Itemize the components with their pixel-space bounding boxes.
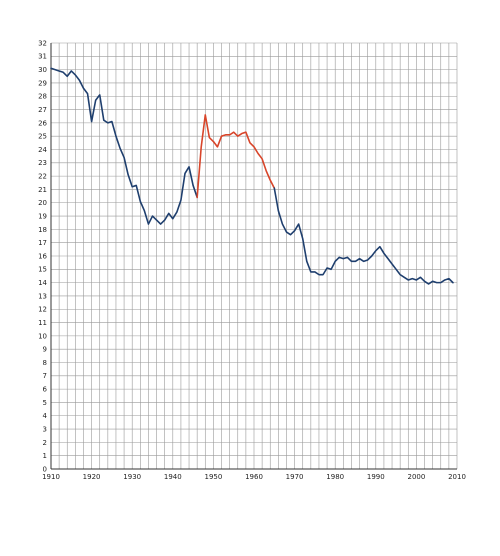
y-tick-label: 30: [38, 66, 47, 74]
series-line-2: [196, 114, 276, 199]
x-tick-label: 2000: [407, 473, 425, 481]
y-tick-label: 19: [38, 212, 47, 220]
y-tick-label: 10: [38, 332, 47, 340]
y-tick-label: 27: [38, 106, 47, 114]
y-tick-label: 1: [43, 452, 47, 460]
y-tick-label: 28: [38, 93, 47, 101]
x-tick-label: 1910: [42, 473, 60, 481]
y-tick-label: 3: [43, 425, 47, 433]
y-tick-label: 14: [38, 279, 47, 287]
grid: [50, 42, 458, 470]
y-tick-label: 8: [43, 359, 47, 367]
y-tick-label: 29: [38, 79, 47, 87]
y-tick-label: 31: [38, 53, 47, 61]
x-axis-tick-labels: 1910 1920 1930 1940 1950 1960 1970 1980 1990 2000…: [42, 473, 466, 481]
x-tick-label: 1950: [204, 473, 222, 481]
y-tick-label: 11: [38, 319, 47, 327]
y-tick-label: 16: [38, 252, 47, 260]
y-tick-label: 32: [38, 39, 47, 47]
x-tick-label: 1920: [83, 473, 101, 481]
series-line-3: [273, 187, 454, 285]
y-tick-label: 20: [38, 199, 47, 207]
series-layer: [50, 67, 454, 285]
y-tick-label: 17: [38, 239, 47, 247]
y-tick-label: 22: [38, 173, 47, 181]
y-tick-label: 2: [43, 439, 47, 447]
y-tick-label: 7: [43, 372, 47, 380]
x-tick-label: 1930: [123, 473, 141, 481]
x-tick-label: 2010: [448, 473, 466, 481]
y-tick-label: 13: [38, 292, 47, 300]
x-tick-label: 1960: [245, 473, 263, 481]
y-tick-label: 12: [38, 306, 47, 314]
y-tick-label: 15: [38, 266, 47, 274]
y-tick-label: 23: [38, 159, 47, 167]
y-tick-label: 21: [38, 186, 47, 194]
x-tick-label: 1970: [286, 473, 304, 481]
y-axis-tick-labels: 0123456789101112131415161718192021222324…: [38, 39, 47, 473]
x-tick-label: 1990: [367, 473, 385, 481]
y-tick-label: 4: [43, 412, 48, 420]
y-tick-label: 26: [38, 119, 47, 127]
y-tick-label: 24: [38, 146, 47, 154]
y-tick-label: 0: [43, 465, 47, 473]
y-tick-label: 25: [38, 133, 47, 141]
y-tick-label: 6: [43, 386, 48, 394]
y-tick-label: 18: [38, 226, 47, 234]
x-tick-label: 1940: [164, 473, 182, 481]
series-line-1: [50, 67, 198, 225]
x-tick-label: 1980: [326, 473, 344, 481]
y-tick-label: 5: [43, 399, 47, 407]
y-tick-label: 9: [43, 346, 47, 354]
